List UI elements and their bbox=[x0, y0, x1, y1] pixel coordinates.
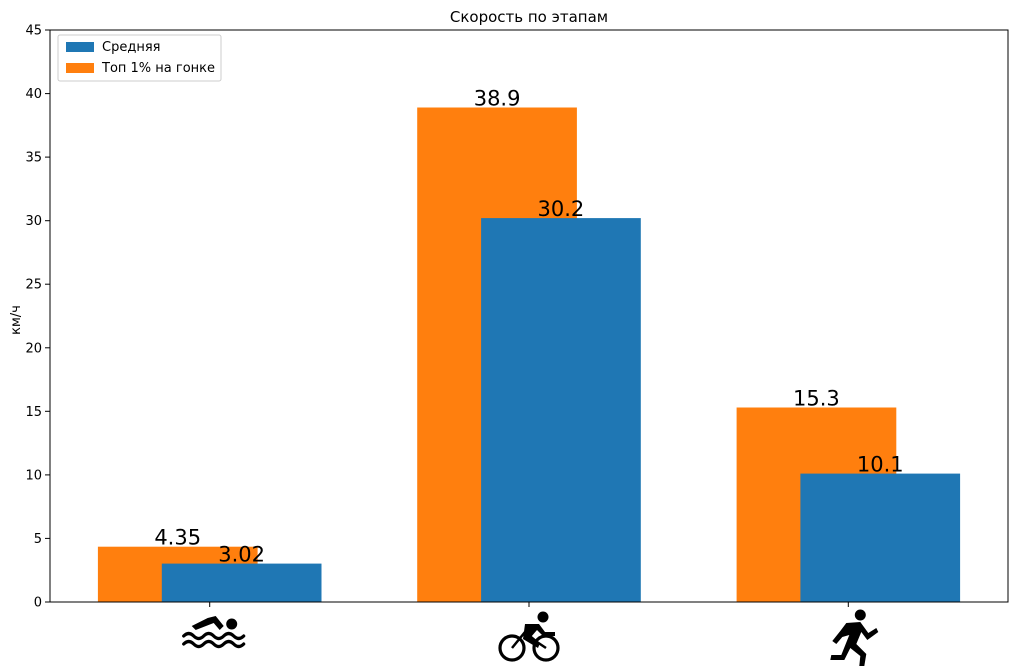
y-axis-label: км/ч bbox=[9, 305, 24, 335]
y-tick-label-20: 20 bbox=[25, 341, 42, 356]
y-axis-ticks: 0 5 10 15 20 25 30 35 40 45 bbox=[25, 24, 50, 611]
data-label-top1-bike: 38.9 bbox=[474, 87, 521, 111]
bar-average-swim bbox=[161, 563, 322, 602]
data-label-average-run: 10.1 bbox=[857, 453, 904, 477]
legend-label-top1: Топ 1% на гонке bbox=[101, 61, 215, 76]
data-label-top1-run: 15.3 bbox=[793, 387, 840, 411]
y-tick-label-40: 40 bbox=[25, 87, 42, 102]
bar-average-bike bbox=[481, 218, 641, 602]
chart-title: Скорость по этапам bbox=[450, 8, 608, 26]
y-tick-label-10: 10 bbox=[25, 468, 42, 483]
data-label-top1-swim: 4.35 bbox=[154, 526, 201, 550]
y-tick-label-0: 0 bbox=[34, 596, 42, 611]
legend-swatch-average bbox=[66, 42, 94, 52]
y-tick-label-30: 30 bbox=[25, 214, 42, 229]
y-tick-label-5: 5 bbox=[34, 532, 42, 547]
x-axis-icons bbox=[182, 602, 879, 666]
cyclist-icon bbox=[498, 611, 560, 662]
swimmer-icon bbox=[182, 616, 246, 649]
legend: Средняя Топ 1% на гонке bbox=[57, 34, 222, 82]
y-tick-label-45: 45 bbox=[25, 24, 42, 39]
y-tick-label-15: 15 bbox=[25, 405, 42, 420]
bar-average-run bbox=[800, 473, 961, 602]
data-label-average-swim: 3.02 bbox=[218, 543, 265, 567]
data-labels-group: 4.35 38.9 15.3 3.02 30.2 10.1 bbox=[154, 87, 903, 567]
y-tick-label-35: 35 bbox=[25, 151, 42, 166]
legend-box bbox=[57, 34, 222, 82]
runner-icon bbox=[830, 609, 879, 666]
bars-group bbox=[97, 107, 961, 602]
legend-label-average: Средняя bbox=[102, 40, 160, 55]
y-tick-label-25: 25 bbox=[25, 278, 42, 293]
data-label-average-bike: 30.2 bbox=[538, 197, 585, 221]
legend-swatch-top1 bbox=[66, 63, 94, 73]
